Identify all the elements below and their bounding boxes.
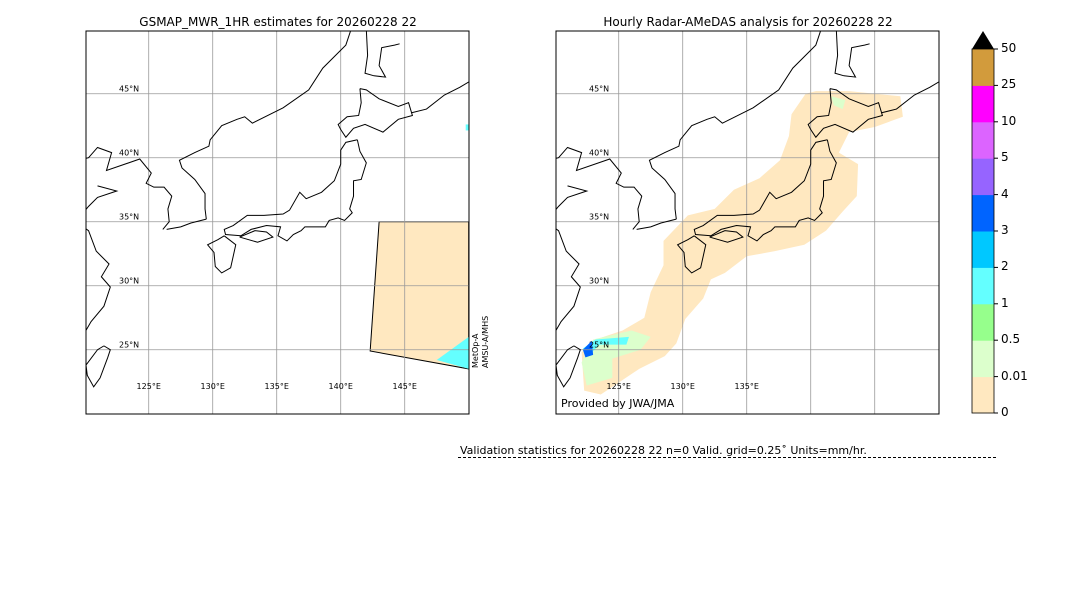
coastline <box>364 31 400 78</box>
right-map: 45°N 40°N 35°N 30°N 25°N 125°E 130°E 135°E <box>555 30 940 415</box>
coastline <box>86 345 111 388</box>
coastline <box>556 345 581 388</box>
colorbar-tick-label: 0 <box>1001 405 1009 419</box>
colorbar-tick-label: 0.01 <box>1001 368 1028 383</box>
map-frame <box>85 30 470 415</box>
coastline <box>636 218 677 230</box>
satellite-swath <box>369 221 469 370</box>
coastline <box>223 139 367 242</box>
colorbar-bin <box>972 121 994 159</box>
lat-label: 45°N <box>119 85 139 94</box>
coastline <box>86 146 173 230</box>
coastline <box>693 139 837 242</box>
lat-label: 25°N <box>119 341 139 350</box>
satellite-label: MetOp-A AMSU-A/MHS <box>471 316 491 368</box>
rain-area <box>465 124 469 131</box>
colorbar-tick-label: 4 <box>1001 186 1009 201</box>
colorbar-tick-label: 0.5 <box>1001 332 1021 347</box>
colorbar-tick-label: 3 <box>1001 223 1009 237</box>
colorbar-tick-label: 10 <box>1001 113 1017 128</box>
coastline <box>206 235 237 274</box>
colorbar-bin <box>972 267 994 305</box>
coastline <box>834 31 870 78</box>
coastline <box>648 31 822 220</box>
data-credit: Provided by JWA/JMA <box>561 397 675 410</box>
colorbar-bin <box>972 340 994 378</box>
lon-label: 135°E <box>265 382 289 391</box>
lon-label: 135°E <box>735 382 759 391</box>
lon-label: 125°E <box>607 382 631 391</box>
colorbar-tick-label: 2 <box>1001 259 1009 274</box>
coastline <box>556 146 643 230</box>
rain-area <box>436 336 469 369</box>
radar-coverage <box>581 91 903 395</box>
colorbar-bin <box>972 303 994 341</box>
coastline <box>239 230 274 243</box>
sensor-name: AMSU-A/MHS <box>481 315 490 368</box>
lon-label: 140°E <box>329 382 353 391</box>
coastline <box>807 88 884 139</box>
rain-area <box>582 336 629 358</box>
rain-area <box>582 340 594 358</box>
lat-label: 40°N <box>119 149 139 158</box>
left-map: 45°N 40°N 35°N 30°N 25°N 125°E 130°E 135°E 140°E… <box>85 30 470 415</box>
lat-label: 35°N <box>119 213 139 222</box>
lat-label: 35°N <box>589 213 609 222</box>
divider-line <box>458 457 996 458</box>
colorbar-tick-label: 1 <box>1001 295 1009 310</box>
coastline <box>880 81 939 114</box>
colorbar-bin <box>972 49 994 86</box>
right-map-title: Hourly Radar-AMeDAS analysis for 2026022… <box>603 15 893 29</box>
colorbar-tick-label: 50 <box>1001 41 1017 55</box>
colorbar <box>971 31 998 414</box>
lat-label: 30°N <box>589 277 609 286</box>
lat-label: 25°N <box>589 341 609 350</box>
satellite-name: MetOp-A <box>471 333 480 368</box>
colorbar-bin <box>972 376 994 414</box>
colorbar-tick-label: 5 <box>1001 150 1009 165</box>
colorbar-bin <box>972 231 994 268</box>
map-frame <box>555 30 940 415</box>
lat-label: 40°N <box>589 149 609 158</box>
coastline <box>166 218 207 230</box>
coastline <box>709 230 744 243</box>
lon-label: 145°E <box>393 382 417 391</box>
rain-area <box>831 96 846 110</box>
colorbar-bin <box>972 194 994 232</box>
colorbar-bin <box>972 158 994 196</box>
lon-label: 125°E <box>137 382 161 391</box>
left-map-title: GSMAP_MWR_1HR estimates for 20260228 22 <box>139 15 417 29</box>
coastline <box>178 31 352 220</box>
coastline <box>556 185 589 332</box>
lat-label: 30°N <box>119 277 139 286</box>
colorbar-bin <box>972 85 994 123</box>
colorbar-tick-label: 25 <box>1001 77 1017 92</box>
validation-statistics: Validation statistics for 20260228 22 n=… <box>460 444 867 457</box>
colorbar-extend-arrow <box>972 31 994 49</box>
lon-label: 130°E <box>671 382 695 391</box>
lat-label: 45°N <box>589 85 609 94</box>
coastline <box>86 185 119 332</box>
coastline <box>337 88 414 139</box>
coastline <box>676 235 707 274</box>
lon-label: 130°E <box>201 382 225 391</box>
coastline <box>410 81 469 114</box>
